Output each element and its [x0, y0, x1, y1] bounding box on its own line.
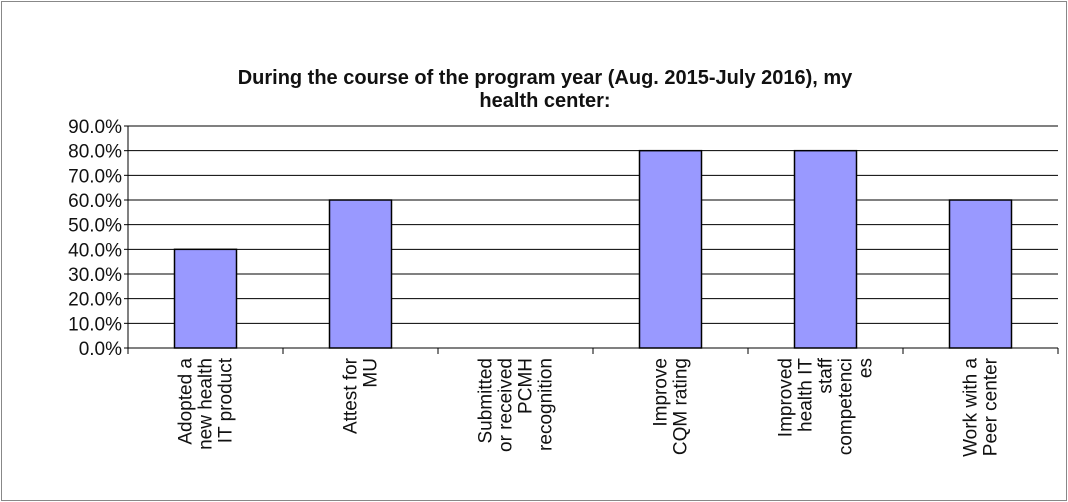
x-tick-label: Attest forMU — [341, 357, 382, 434]
y-tick-label: 40.0% — [68, 240, 122, 261]
x-tick-label: Adopted anew healthIT product — [176, 357, 237, 450]
x-tick-label: ImproveCQM rating — [651, 358, 692, 455]
bar — [793, 149, 858, 349]
x-tick-label: Improvedhealth ITstaffcompetencies — [776, 357, 877, 455]
y-tick-label: 0.0% — [79, 339, 122, 360]
bar — [638, 149, 703, 349]
y-tick-label: 90.0% — [68, 117, 122, 138]
y-tick-label: 30.0% — [68, 265, 122, 286]
chart-title: During the course of the program year (A… — [238, 67, 853, 112]
bar — [173, 248, 238, 349]
bar — [328, 199, 393, 349]
x-tick-label: Submittedor receivedPCMHrecognition — [476, 358, 557, 452]
y-tick-label: 50.0% — [68, 216, 122, 237]
bar — [948, 199, 1013, 349]
y-tick-label: 20.0% — [68, 290, 122, 311]
y-tick-label: 60.0% — [68, 191, 122, 212]
x-tick-label: Work with aPeer center — [961, 357, 1002, 457]
y-tick-label: 80.0% — [68, 142, 122, 163]
y-tick-label: 70.0% — [68, 166, 122, 187]
y-tick-label: 10.0% — [68, 314, 122, 335]
